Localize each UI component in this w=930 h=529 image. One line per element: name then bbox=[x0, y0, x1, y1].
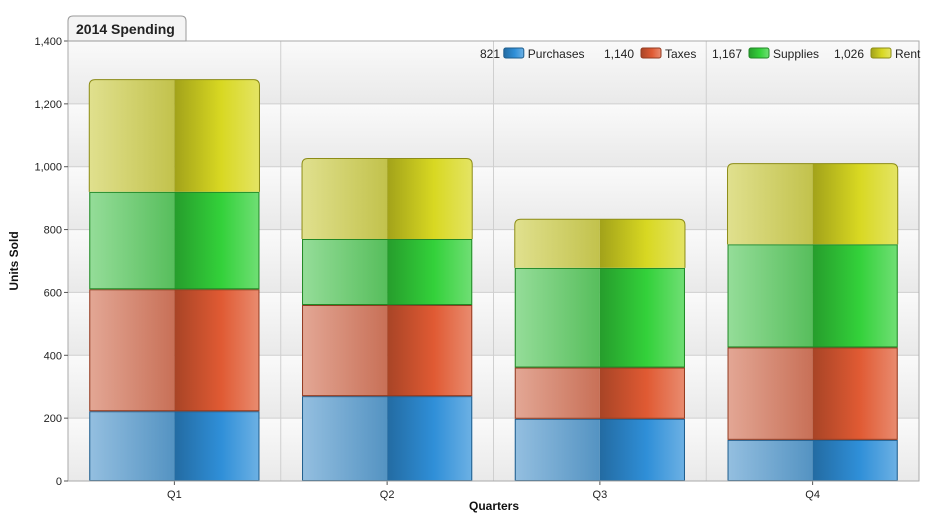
bar-rent-q2[interactable] bbox=[301, 158, 473, 239]
bar-rent-q3[interactable] bbox=[514, 218, 686, 268]
bar-purchases-q3[interactable] bbox=[514, 418, 685, 481]
legend-label: Purchases bbox=[528, 47, 585, 61]
bar-purchases-q2[interactable] bbox=[302, 396, 473, 481]
legend-item-rent[interactable]: 1,026 Rent bbox=[834, 47, 921, 61]
y-tick-label: 1,000 bbox=[34, 162, 62, 174]
bar-purchases-q1[interactable] bbox=[89, 411, 260, 482]
legend-swatch bbox=[870, 47, 892, 59]
bar-supplies-q3[interactable] bbox=[514, 267, 685, 368]
bar-purchases-q4[interactable] bbox=[727, 439, 898, 482]
x-tick-label: Q2 bbox=[380, 489, 395, 501]
y-axis-title: Units Sold bbox=[7, 231, 21, 290]
y-tick-label: 1,200 bbox=[34, 99, 62, 111]
x-tick-label: Q4 bbox=[805, 489, 820, 501]
x-tick-label: Q3 bbox=[593, 489, 608, 501]
legend-swatch bbox=[640, 47, 662, 59]
bar-taxes-q4[interactable] bbox=[727, 347, 898, 440]
y-tick-label: 400 bbox=[44, 350, 62, 362]
legend-total: 1,140 bbox=[604, 47, 634, 61]
y-tick-label: 600 bbox=[44, 287, 62, 299]
legend-swatch bbox=[748, 47, 770, 59]
legend-item-taxes[interactable]: 1,140 Taxes bbox=[604, 47, 696, 61]
bar-taxes-q1[interactable] bbox=[89, 289, 260, 412]
chart-title: 2014 Spending bbox=[76, 21, 175, 37]
legend-total: 1,167 bbox=[712, 47, 742, 61]
bar-supplies-q1[interactable] bbox=[89, 191, 260, 290]
x-axis-title: Quarters bbox=[469, 499, 519, 513]
chart-title-tab: 2014 Spending bbox=[67, 15, 187, 42]
legend-total: 1,026 bbox=[834, 47, 864, 61]
bar-supplies-q2[interactable] bbox=[302, 239, 473, 305]
bar-rent-q4[interactable] bbox=[727, 163, 899, 245]
bar-rent-q1[interactable] bbox=[88, 79, 260, 192]
legend-item-supplies[interactable]: 1,167 Supplies bbox=[712, 47, 819, 61]
axes: Q1 Q2 Q3 Q4 0 200 400 600 800 1,000 1,200 1,400 bbox=[34, 36, 920, 501]
y-tick-label: 0 bbox=[56, 476, 62, 488]
y-tick-label: 1,400 bbox=[34, 36, 62, 48]
legend-total: 821 bbox=[480, 47, 500, 61]
bars bbox=[88, 79, 899, 482]
legend-label: Taxes bbox=[665, 47, 696, 61]
y-tick-label: 800 bbox=[44, 225, 62, 237]
legend: 821 Purchases 1,140 Taxes 1,167 Supplies 1,026… bbox=[480, 47, 921, 61]
plot-border bbox=[67, 40, 920, 482]
bar-taxes-q2[interactable] bbox=[302, 305, 473, 397]
bar-taxes-q3[interactable] bbox=[514, 367, 685, 419]
bar-supplies-q4[interactable] bbox=[727, 244, 898, 348]
legend-item-purchases[interactable]: 821 Purchases bbox=[480, 47, 585, 61]
legend-label: Rent bbox=[895, 47, 921, 61]
legend-swatch bbox=[503, 47, 525, 59]
y-tick-label: 200 bbox=[44, 413, 62, 425]
legend-label: Supplies bbox=[773, 47, 819, 61]
x-tick-label: Q1 bbox=[167, 489, 182, 501]
